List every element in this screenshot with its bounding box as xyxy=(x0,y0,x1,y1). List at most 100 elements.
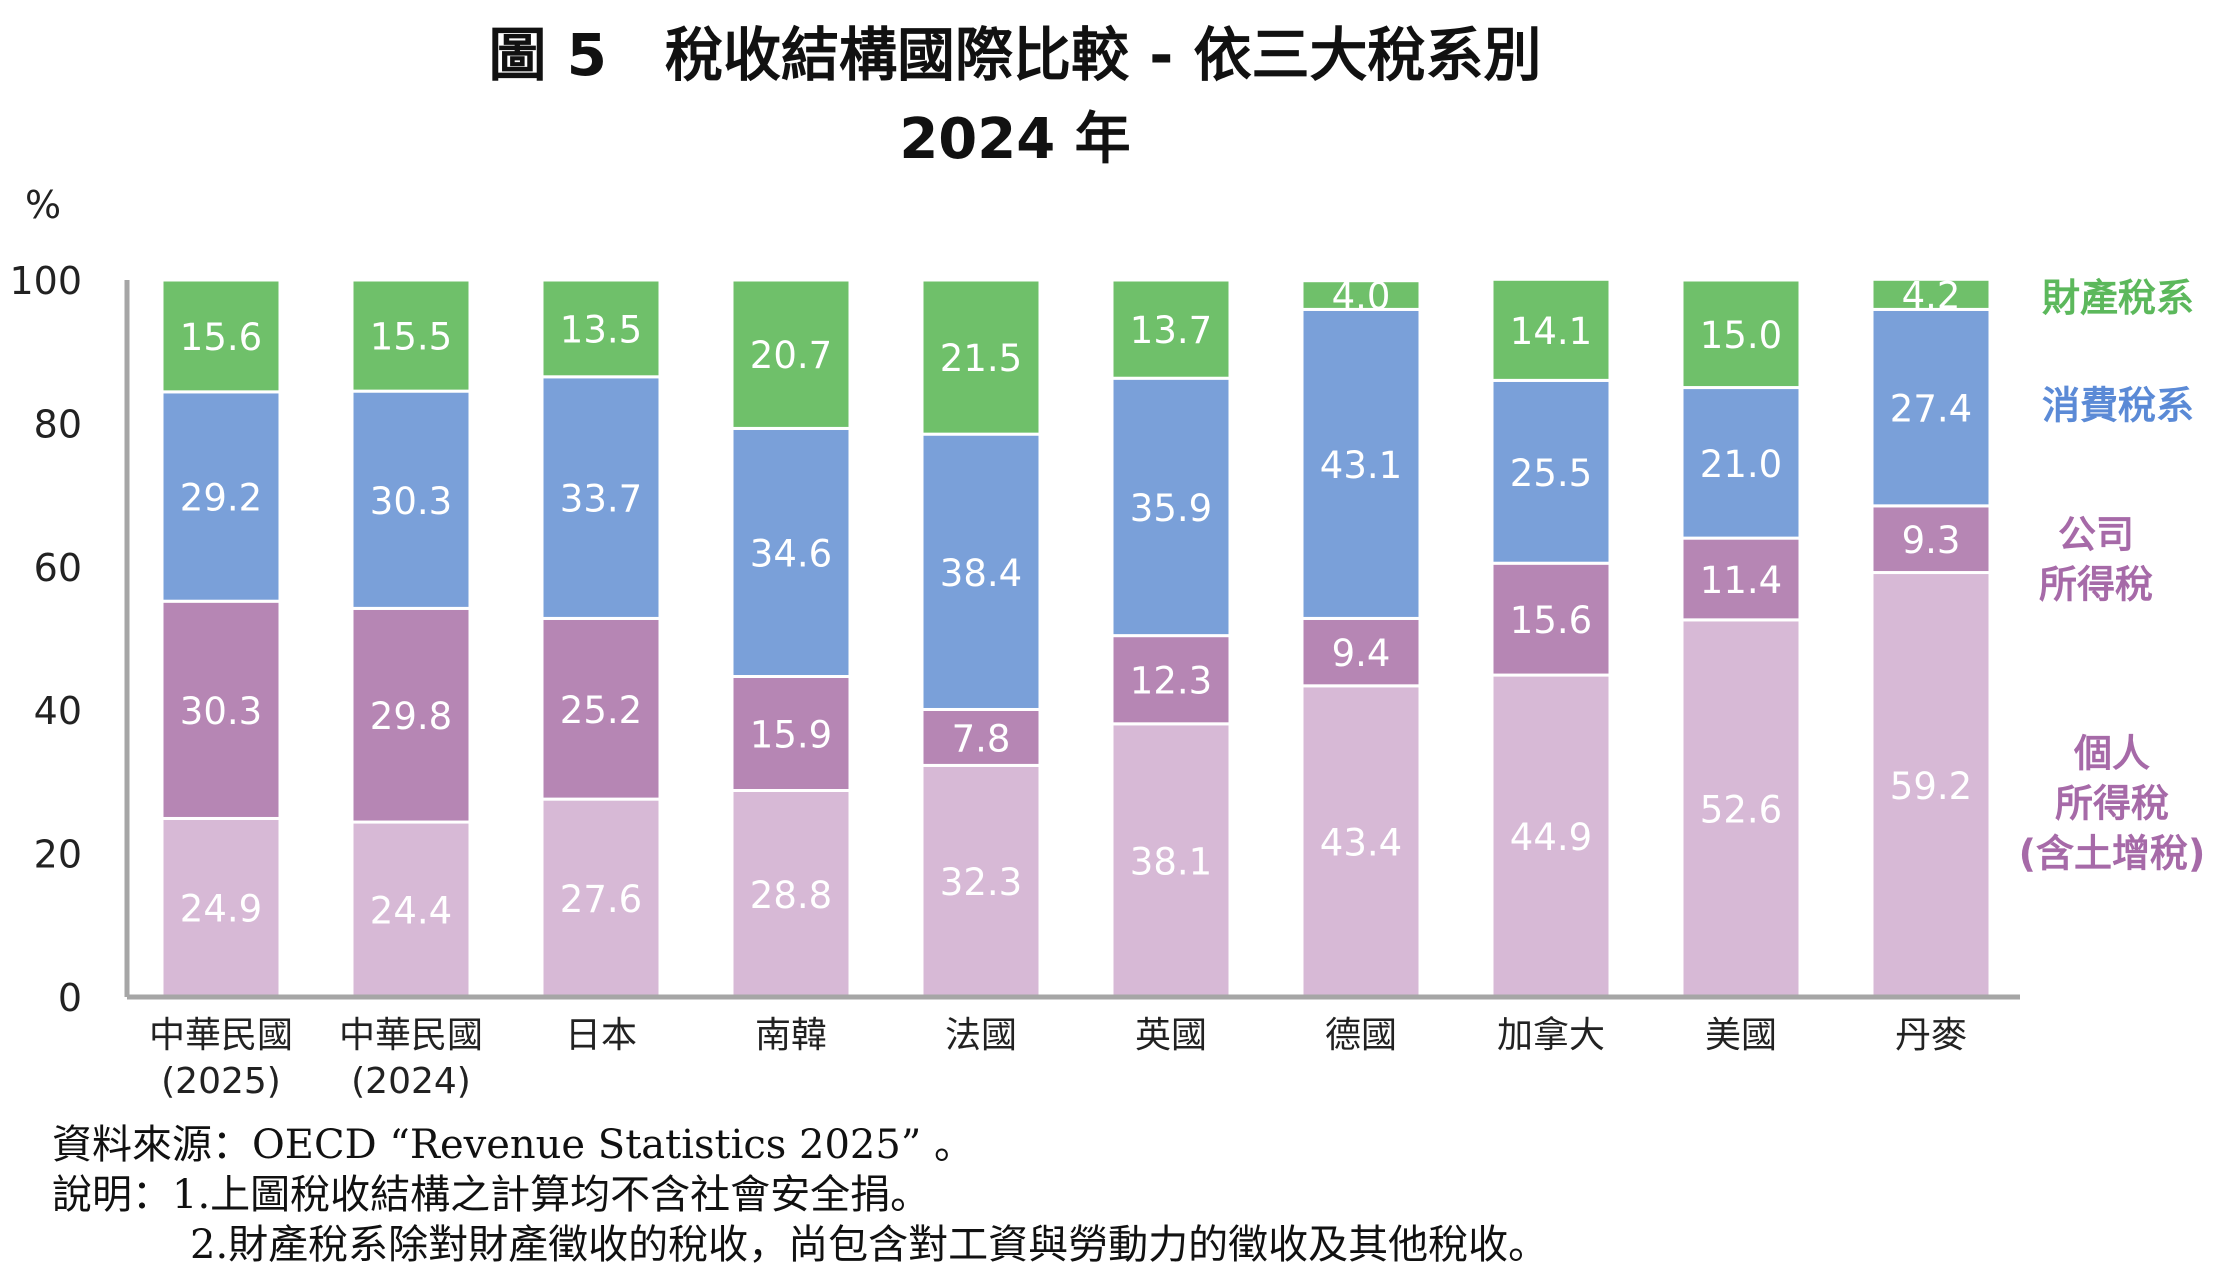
x-tick-label: 日本 xyxy=(565,1015,637,1056)
data-label: 24.9 xyxy=(180,888,262,931)
bar-segment xyxy=(1870,504,1992,575)
data-label: 30.3 xyxy=(370,480,452,523)
data-label: 25.5 xyxy=(1510,452,1592,495)
data-label: 38.1 xyxy=(1130,840,1212,883)
y-tick-label: 80 xyxy=(34,402,82,446)
data-label: 12.3 xyxy=(1130,660,1212,703)
data-label: 7.8 xyxy=(952,717,1011,760)
data-label: 34.6 xyxy=(750,532,832,575)
data-label: 15.6 xyxy=(1510,599,1592,642)
data-label: 43.1 xyxy=(1320,444,1402,487)
bar-segment xyxy=(1300,616,1422,688)
bar-segment xyxy=(1490,561,1612,677)
bar-segment xyxy=(1490,378,1612,565)
data-label: 38.4 xyxy=(940,552,1022,595)
x-tick-label: 美國 xyxy=(1705,1015,1777,1056)
x-tick-label: 南韓 xyxy=(755,1015,827,1056)
data-label: 14.1 xyxy=(1510,310,1592,353)
x-tick-label: (2025) xyxy=(161,1061,281,1102)
bar-segment xyxy=(1300,684,1422,999)
data-label: 29.2 xyxy=(180,477,262,520)
data-label: 27.4 xyxy=(1890,388,1972,431)
data-label: 20.7 xyxy=(750,334,832,377)
bar-segment xyxy=(1110,376,1232,638)
data-label: 15.0 xyxy=(1700,314,1782,357)
data-label: 44.9 xyxy=(1510,816,1592,859)
bar-segment xyxy=(1490,277,1612,382)
legend-label: (含土增稅) xyxy=(2019,831,2206,875)
bar-segment xyxy=(350,606,472,824)
legend-label: 消費稅系 xyxy=(2042,383,2194,427)
x-tick-label: 德國 xyxy=(1325,1015,1397,1056)
data-label: 13.7 xyxy=(1130,309,1212,352)
bar-segment xyxy=(1110,722,1232,999)
bar-segment xyxy=(1680,536,1802,622)
y-tick-label: 40 xyxy=(34,689,82,733)
bar-segment xyxy=(920,763,1042,999)
source-note: 資料來源：OECD “Revenue Statistics 2025” 。 xyxy=(52,1122,974,1168)
bar-segment xyxy=(1680,278,1802,390)
data-label: 30.3 xyxy=(180,690,262,733)
bar-segment xyxy=(540,616,662,801)
x-tick-label: 中華民國 xyxy=(339,1015,483,1056)
bar-segment xyxy=(350,278,472,393)
bar-segment xyxy=(730,426,852,679)
bar-segment xyxy=(1110,278,1232,380)
bar-segment xyxy=(730,278,852,430)
y-tick-label: 60 xyxy=(34,546,82,590)
bar-segment xyxy=(160,599,282,820)
bar-segment xyxy=(920,432,1042,711)
legend-label: 公司 xyxy=(2058,513,2134,557)
legend-label: 所得稅 xyxy=(2055,781,2169,825)
data-label: 21.5 xyxy=(940,337,1022,380)
bar-segment xyxy=(1300,279,1422,311)
x-tick-label: (2024) xyxy=(351,1061,471,1102)
x-tick-label: 加拿大 xyxy=(1497,1015,1605,1056)
data-label: 27.6 xyxy=(560,878,642,921)
bar-segment xyxy=(1680,386,1802,540)
bar-segment xyxy=(1870,307,1992,508)
x-tick-label: 丹麥 xyxy=(1895,1015,1967,1056)
data-label: 59.2 xyxy=(1890,765,1972,808)
data-label: 4.2 xyxy=(1902,274,1961,317)
data-label: 35.9 xyxy=(1130,487,1212,530)
bar-segment xyxy=(540,278,662,379)
bar-segment xyxy=(1870,571,1992,999)
x-tick-label: 中華民國 xyxy=(149,1015,293,1056)
data-label: 28.8 xyxy=(750,874,832,917)
data-label: 9.3 xyxy=(1902,519,1961,562)
bar-segment xyxy=(1870,277,1992,311)
explanation-note-1: 說明：1.上圖稅收結構之計算均不含社會安全捐。 xyxy=(52,1172,931,1218)
data-label: 15.6 xyxy=(180,316,262,359)
data-label: 11.4 xyxy=(1700,559,1782,602)
y-axis-unit: % xyxy=(25,183,61,227)
x-tick-label: 英國 xyxy=(1135,1015,1207,1056)
data-label: 9.4 xyxy=(1332,632,1391,675)
data-label: 29.8 xyxy=(370,695,452,738)
data-label: 24.4 xyxy=(370,890,452,933)
bar-segment xyxy=(730,675,852,793)
data-label: 15.9 xyxy=(750,714,832,757)
y-tick-label: 100 xyxy=(9,259,82,303)
y-tick-label: 0 xyxy=(58,976,82,1020)
x-tick-label: 法國 xyxy=(945,1015,1017,1056)
chart-subtitle-year: 2024 年 xyxy=(899,107,1131,172)
chart-title: 圖 5 稅收結構國際比較 - 依三大稅系別 xyxy=(488,21,1542,89)
data-label: 15.5 xyxy=(370,316,452,359)
data-label: 32.3 xyxy=(940,861,1022,904)
stacked-bar-chart: % 0 20 40 60 80 100 24.9 30.3 29.2 15.6 中華民國 (2025) 2… xyxy=(9,183,2206,1102)
legend-label: 所得稅 xyxy=(2039,563,2153,607)
bar-segment xyxy=(160,278,282,394)
bar-segment xyxy=(920,278,1042,436)
bar-segment xyxy=(730,789,852,999)
bar-segment xyxy=(160,390,282,603)
data-label: 43.4 xyxy=(1320,821,1402,864)
y-tick-label: 20 xyxy=(34,833,82,877)
bar-segment xyxy=(350,389,472,610)
legend-label: 財產稅系 xyxy=(2042,276,2194,320)
bar-segment xyxy=(1110,634,1232,726)
data-label: 33.7 xyxy=(560,478,642,521)
bar-segment xyxy=(540,375,662,620)
legend-label: 個人 xyxy=(2073,731,2150,775)
data-label: 25.2 xyxy=(560,689,642,732)
